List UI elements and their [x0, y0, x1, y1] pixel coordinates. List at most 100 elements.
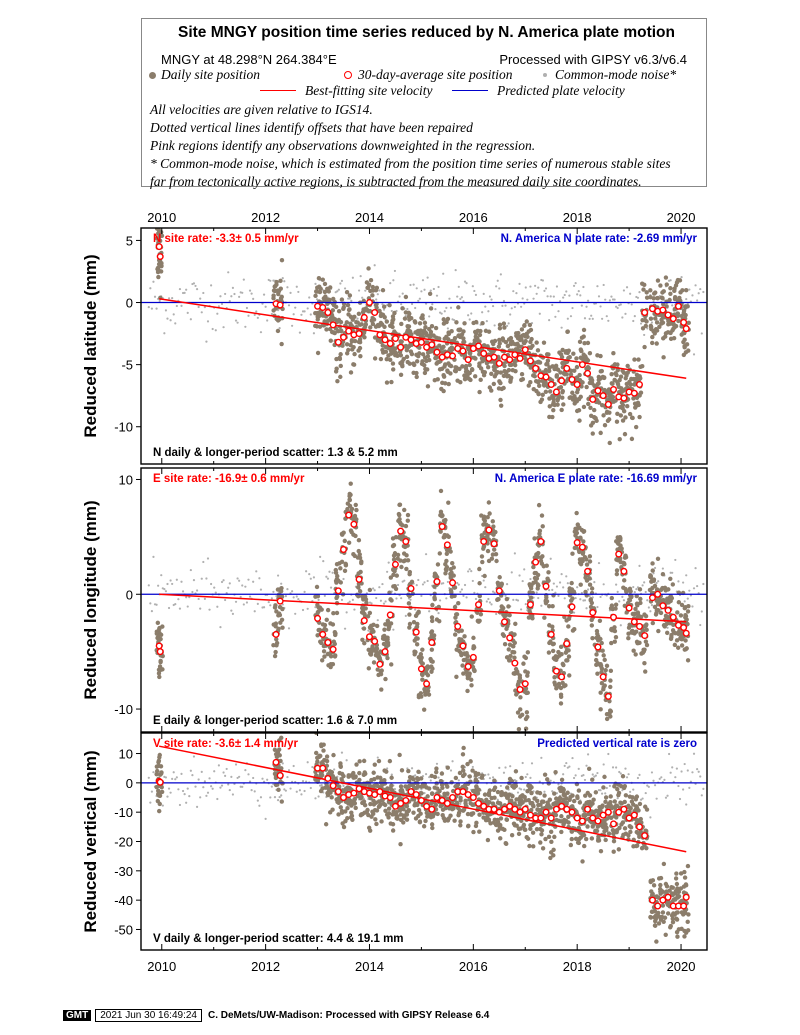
daily-dot	[574, 356, 579, 361]
daily-dot	[448, 566, 454, 572]
avg-point	[669, 613, 677, 621]
avg-point	[635, 381, 643, 389]
daily-dot	[423, 324, 428, 330]
daily-dot	[539, 513, 545, 518]
noise-dot	[596, 605, 599, 609]
daily-dot	[477, 566, 482, 572]
daily-dot	[323, 822, 329, 827]
avg-point	[506, 634, 514, 642]
noise-dot	[590, 314, 593, 317]
daily-dot	[659, 321, 664, 326]
noise-dot	[252, 580, 255, 583]
daily-dot	[472, 355, 477, 361]
noise-dot	[230, 775, 233, 778]
daily-dot	[420, 352, 426, 357]
noise-dot	[518, 282, 521, 285]
daily-dot	[679, 602, 685, 608]
predicted-line-icon	[452, 90, 488, 91]
noise-dot	[638, 290, 641, 294]
daily-dot	[471, 667, 477, 673]
avg-point	[648, 594, 656, 602]
daily-dot	[608, 714, 613, 719]
noise-dot	[636, 776, 640, 780]
daily-dot	[469, 614, 474, 619]
daily-dot	[434, 769, 439, 775]
noise-dot	[632, 585, 635, 589]
daily-dot	[439, 771, 445, 776]
daily-dot	[634, 593, 639, 599]
daily-dot	[609, 372, 614, 377]
daily-dot	[465, 345, 471, 350]
noise-dot	[551, 790, 554, 793]
noise-dot	[523, 788, 526, 791]
noise-dot	[250, 292, 253, 295]
daily-dot	[560, 395, 565, 400]
daily-dot	[508, 335, 514, 341]
daily-dot	[348, 481, 353, 486]
noise-dot	[697, 292, 700, 295]
noise-dot	[284, 789, 287, 792]
daily-dot	[322, 289, 328, 295]
daily-dot	[450, 807, 455, 812]
daily-dot	[395, 814, 400, 819]
noise-dot	[488, 601, 492, 604]
noise-dot	[582, 774, 585, 777]
daily-dot	[523, 669, 528, 674]
daily-dot	[540, 554, 545, 559]
noise-dot	[194, 785, 197, 788]
daily-dot	[495, 369, 500, 375]
noise-dot	[596, 771, 599, 775]
daily-dot	[632, 382, 637, 387]
daily-dot	[655, 602, 661, 607]
daily-dot	[334, 594, 340, 599]
daily-dot	[615, 381, 621, 387]
daily-dot	[506, 604, 511, 609]
avg-point	[552, 388, 560, 396]
daily-dot	[471, 635, 476, 641]
daily-dot	[513, 769, 519, 774]
daily-dot	[460, 752, 466, 757]
daily-dot	[686, 348, 691, 353]
daily-dot	[601, 375, 607, 380]
noise-dot	[523, 568, 526, 571]
daily-dot	[489, 388, 494, 393]
noise-dot	[231, 612, 235, 615]
noise-dot	[297, 597, 300, 601]
noise-dot	[378, 586, 381, 589]
noise-dot	[340, 751, 344, 754]
noise-dot	[437, 776, 440, 779]
daily-dot	[392, 329, 397, 334]
daily-dot	[279, 294, 284, 300]
daily-dot	[399, 768, 405, 773]
noise-dot	[615, 766, 618, 769]
daily-dot	[542, 793, 547, 798]
daily-dot	[511, 644, 516, 649]
noise-dot	[248, 780, 252, 783]
daily-dot	[577, 339, 583, 345]
daily-dot	[389, 783, 394, 788]
daily-dot	[321, 748, 326, 753]
daily-dot	[415, 611, 420, 616]
daily-dot	[508, 379, 513, 384]
avg-point	[350, 520, 358, 528]
noise-dot	[437, 285, 440, 289]
daily-dot	[685, 658, 691, 663]
noise-dot	[619, 772, 622, 775]
daily-dot	[546, 570, 551, 575]
avg-point	[276, 301, 284, 309]
noise-dot	[393, 787, 397, 791]
daily-dot	[636, 402, 641, 408]
daily-dot	[548, 805, 553, 810]
daily-dot	[654, 320, 660, 325]
daily-dot	[371, 798, 376, 804]
daily-dot	[534, 576, 540, 581]
daily-dot	[328, 790, 333, 795]
daily-dot	[625, 370, 630, 375]
daily-dot	[418, 691, 424, 696]
daily-dot	[403, 523, 409, 529]
daily-dot	[156, 671, 162, 676]
noise-dot	[152, 280, 155, 283]
daily-dot	[626, 631, 631, 636]
noise-dot	[688, 589, 691, 592]
daily-dot	[364, 307, 370, 312]
